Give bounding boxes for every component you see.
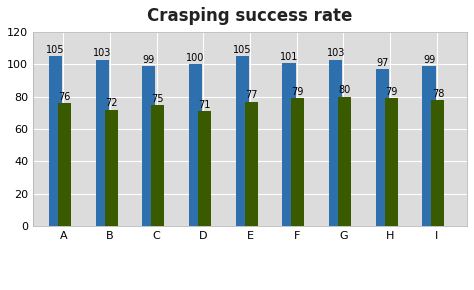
- Text: 79: 79: [292, 87, 304, 97]
- Bar: [431, 100, 445, 226]
- Text: 77: 77: [245, 90, 257, 100]
- Bar: [198, 111, 211, 226]
- Text: 99: 99: [423, 55, 435, 65]
- Bar: [189, 64, 202, 226]
- Text: 100: 100: [186, 53, 205, 63]
- Bar: [105, 110, 118, 226]
- Text: 101: 101: [280, 52, 298, 61]
- Bar: [329, 59, 342, 226]
- Bar: [338, 97, 351, 226]
- Title: Crasping success rate: Crasping success rate: [147, 7, 353, 25]
- Bar: [236, 56, 249, 226]
- Text: 80: 80: [338, 86, 351, 95]
- Bar: [58, 103, 71, 226]
- Bar: [385, 98, 398, 226]
- Text: 105: 105: [46, 45, 65, 55]
- Text: 103: 103: [93, 48, 111, 58]
- Bar: [292, 98, 304, 226]
- Bar: [142, 66, 155, 226]
- Bar: [245, 102, 258, 226]
- Text: 75: 75: [152, 94, 164, 104]
- Text: 103: 103: [327, 48, 345, 58]
- Bar: [283, 63, 295, 226]
- Bar: [96, 59, 109, 226]
- Text: 78: 78: [432, 89, 444, 99]
- Text: 71: 71: [198, 100, 210, 110]
- Text: 76: 76: [58, 92, 71, 102]
- Text: 99: 99: [143, 55, 155, 65]
- Bar: [49, 56, 62, 226]
- Bar: [151, 105, 164, 226]
- Text: 97: 97: [376, 58, 389, 68]
- Text: 79: 79: [385, 87, 397, 97]
- Bar: [376, 69, 389, 226]
- Text: 105: 105: [233, 45, 252, 55]
- Text: 72: 72: [105, 98, 118, 108]
- Bar: [422, 66, 436, 226]
